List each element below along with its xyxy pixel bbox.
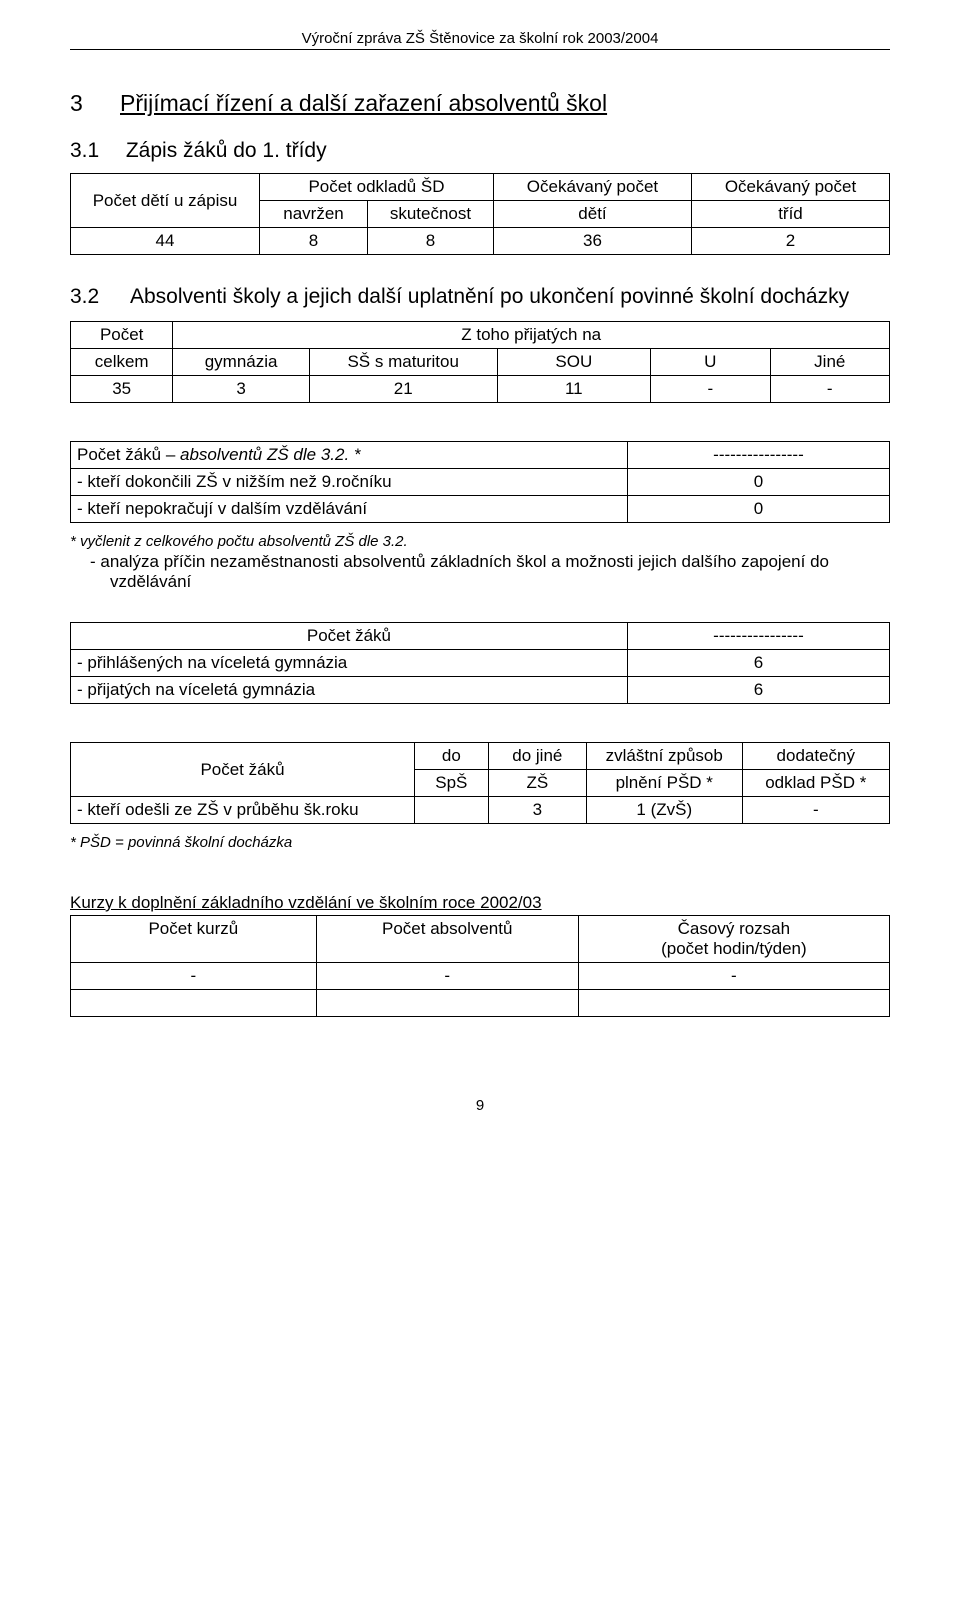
kurzy-title: Kurzy k doplnění základního vzdělání ve … — [70, 893, 890, 913]
t33-r2-val: 0 — [627, 469, 889, 496]
t31-h2l: navržen — [260, 201, 368, 228]
t31-h4a: Očekávaný počet — [691, 174, 889, 201]
t35-rv3: - — [742, 797, 889, 824]
t34-r2-label: - přihlášených na víceletá gymnázia — [71, 650, 628, 677]
t34-r1-label: Počet žáků — [71, 623, 628, 650]
t31-h1: Počet dětí u zápisu — [71, 174, 260, 228]
t35-hb3: odklad PŠD * — [742, 770, 889, 797]
subsection-3-1: 3.1 Zápis žáků do 1. třídy — [70, 139, 890, 163]
section-3-text: Přijímací řízení a další zařazení absolv… — [120, 90, 607, 117]
t32-h1a: Počet — [71, 322, 173, 349]
subsection-3-1-num: 3.1 — [70, 139, 120, 163]
t33-r3-label: - kteří nepokračují v dalším vzdělávání — [71, 496, 628, 523]
table-3-2: Počet Z toho přijatých na celkem gymnázi… — [70, 321, 890, 403]
t33-r1-label-a: Počet žáků – — [77, 445, 180, 464]
t34-r1-val: ---------------- — [627, 623, 889, 650]
t32-hspan: Z toho přijatých na — [173, 322, 890, 349]
t35-rlabel: - kteří odešli ze ZŠ v průběhu šk.roku — [71, 797, 415, 824]
t35-ht1: do jiné — [488, 743, 586, 770]
t32-r2: 21 — [309, 376, 497, 403]
t32-r1: 3 — [173, 376, 310, 403]
t32-hc0: gymnázia — [173, 349, 310, 376]
t33-r1-val: ---------------- — [627, 442, 889, 469]
t31-r0: 44 — [71, 228, 260, 255]
t31-h2r: skutečnost — [367, 201, 493, 228]
t33-r3-val: 0 — [627, 496, 889, 523]
t34-r3-val: 6 — [627, 677, 889, 704]
table-3-4: Počet žáků ---------------- - přihlášený… — [70, 622, 890, 704]
t35-rv2: 1 (ZvŠ) — [586, 797, 742, 824]
t31-h4b: tříd — [691, 201, 889, 228]
t35-rv1: 3 — [488, 797, 586, 824]
t32-r0: 35 — [71, 376, 173, 403]
page-number: 9 — [70, 1097, 890, 1114]
page-header: Výroční zpráva ZŠ Štěnovice za školní ro… — [70, 30, 890, 50]
note-3-5: * PŠD = povinná školní docházka — [70, 834, 890, 851]
t34-r2-val: 6 — [627, 650, 889, 677]
tk-h2: Časový rozsah (počet hodin/týden) — [578, 916, 889, 963]
subsection-3-1-text: Zápis žáků do 1. třídy — [126, 139, 327, 162]
t32-r4: - — [651, 376, 770, 403]
t31-h2: Počet odkladů ŠD — [260, 174, 494, 201]
t33-r2-label: - kteří dokončili ZŠ v nižším než 9.ročn… — [71, 469, 628, 496]
t33-r1-label-b: absolventů ZŠ dle 3.2. * — [180, 445, 361, 464]
table-3-1: Počet dětí u zápisu Počet odkladů ŠD Oče… — [70, 173, 890, 255]
tk-h0: Počet kurzů — [71, 916, 317, 963]
section-3-num: 3 — [70, 90, 120, 117]
subsection-3-2-num: 3.2 — [70, 285, 130, 309]
t35-hb2: plnění PŠD * — [586, 770, 742, 797]
tk-r2: - — [578, 963, 889, 990]
note-3-3: * vyčlenit z celkového počtu absolventů … — [70, 533, 890, 550]
bullet-3-3: - analýza příčin nezaměstnanosti absolve… — [110, 552, 890, 592]
tk-r0: - — [71, 963, 317, 990]
t31-r3: 36 — [493, 228, 691, 255]
t32-hc4: Jiné — [770, 349, 889, 376]
t35-hlabel: Počet žáků — [71, 743, 415, 797]
t35-ht3: dodatečný — [742, 743, 889, 770]
subsection-3-2-text: Absolventi školy a jejich další uplatněn… — [130, 285, 849, 309]
t32-hc3: U — [651, 349, 770, 376]
t35-rv0 — [414, 797, 488, 824]
tk-empty-0 — [71, 990, 317, 1017]
tk-empty-2 — [578, 990, 889, 1017]
t31-r4: 2 — [691, 228, 889, 255]
t32-r3: 11 — [497, 376, 651, 403]
t32-h1b: celkem — [71, 349, 173, 376]
table-3-5: Počet žáků do do jiné zvláštní způsob do… — [70, 742, 890, 824]
t35-ht0: do — [414, 743, 488, 770]
tk-h1: Počet absolventů — [316, 916, 578, 963]
tk-empty-1 — [316, 990, 578, 1017]
t35-ht2: zvláštní způsob — [586, 743, 742, 770]
t32-hc1: SŠ s maturitou — [309, 349, 497, 376]
t32-r5: - — [770, 376, 889, 403]
t31-r2: 8 — [367, 228, 493, 255]
t31-h3b: dětí — [493, 201, 691, 228]
t32-hc2: SOU — [497, 349, 651, 376]
subsection-3-2: 3.2 Absolventi školy a jejich další upla… — [70, 285, 890, 309]
t35-hb1: ZŠ — [488, 770, 586, 797]
table-kurzy: Počet kurzů Počet absolventů Časový rozs… — [70, 915, 890, 1017]
tk-r1: - — [316, 963, 578, 990]
t35-hb0: SpŠ — [414, 770, 488, 797]
table-3-3: Počet žáků – absolventů ZŠ dle 3.2. * --… — [70, 441, 890, 523]
section-3-title: 3 Přijímací řízení a další zařazení abso… — [70, 90, 890, 117]
t31-r1: 8 — [260, 228, 368, 255]
t31-h3a: Očekávaný počet — [493, 174, 691, 201]
t34-r3-label: - přijatých na víceletá gymnázia — [71, 677, 628, 704]
